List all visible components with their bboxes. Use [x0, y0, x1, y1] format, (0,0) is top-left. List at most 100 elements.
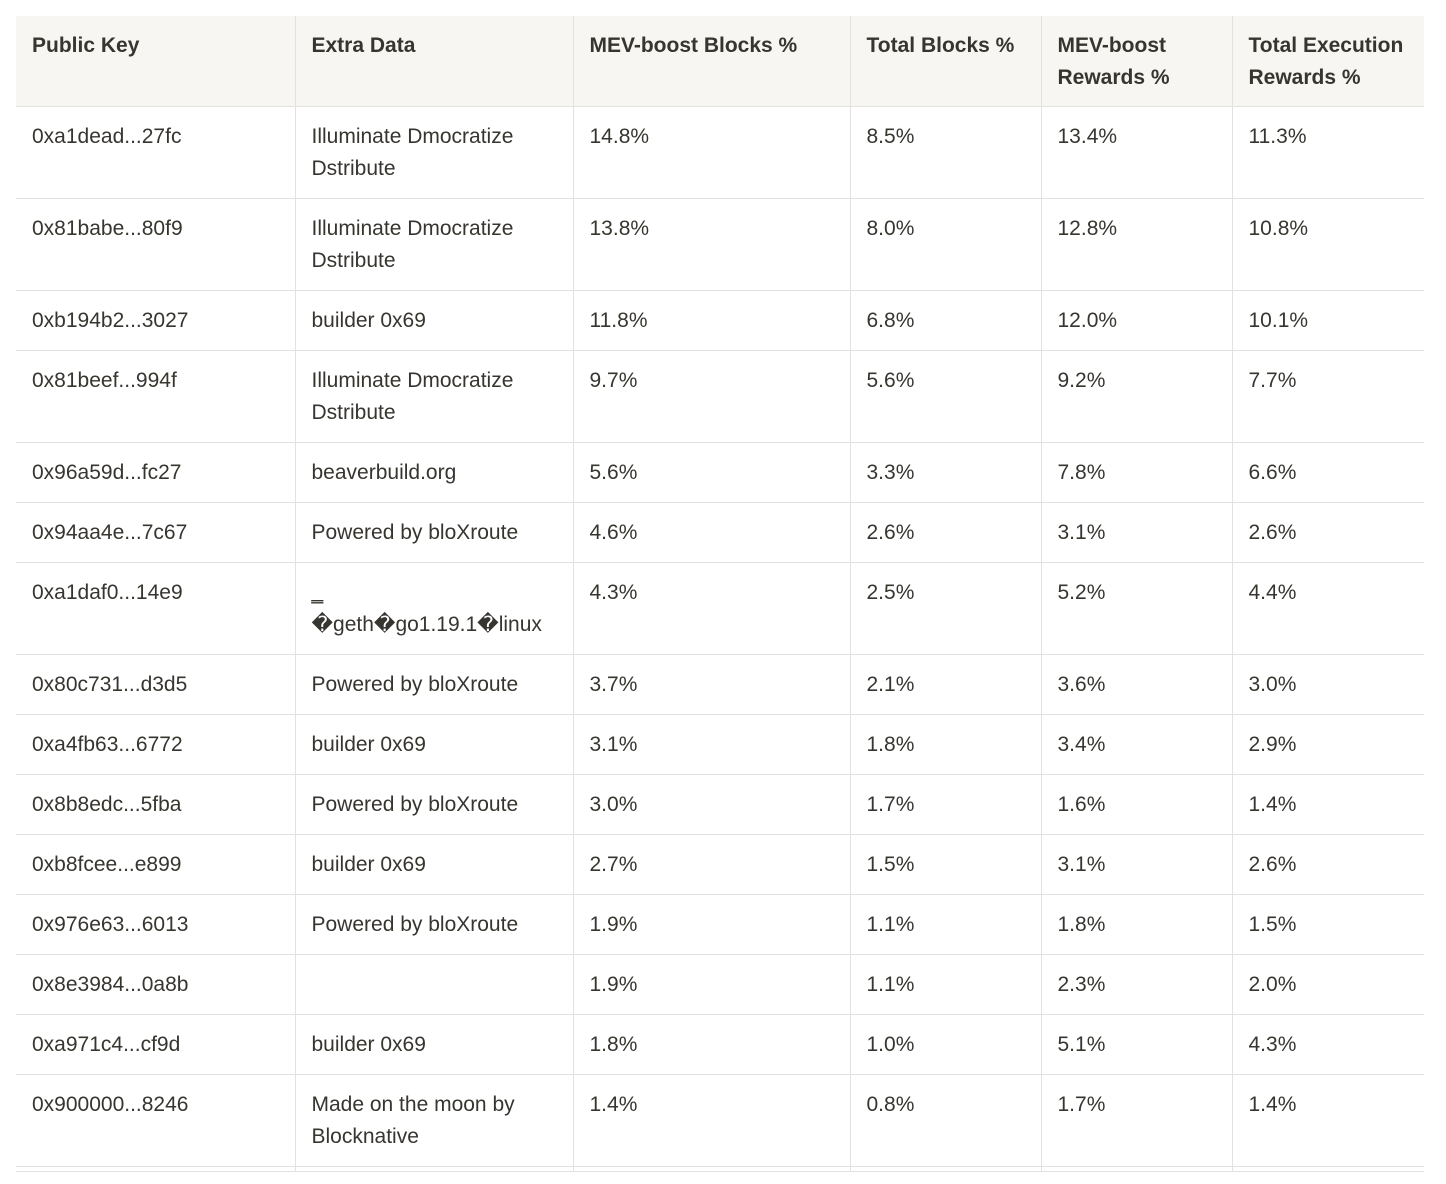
mev-boost-rewards-cell: 12.0% [1040, 290, 1233, 351]
extra-data-cell: Illuminate Dmocratize Dstribute [294, 106, 574, 199]
total-execution-rewards-cell [1231, 1166, 1424, 1172]
builder-stats-table: Public Key Extra Data MEV-boost Blocks %… [16, 16, 1424, 1172]
public-key-cell: 0x94aa4e...7c67 [16, 502, 296, 563]
mev-boost-blocks-cell: 1.4% [572, 1074, 851, 1167]
total-execution-rewards-cell: 3.0% [1231, 654, 1424, 715]
mev-boost-rewards-cell: 2.3% [1040, 954, 1233, 1015]
public-key-cell: 0xa971c4...cf9d [16, 1014, 296, 1075]
table-row: 0x81beef...994f Illuminate Dmocratize Dst… [16, 350, 1424, 443]
mev-boost-rewards-cell [1040, 1166, 1233, 1172]
mev-boost-rewards-cell: 3.6% [1040, 654, 1233, 715]
public-key-cell: 0x81beef...994f [16, 350, 296, 443]
mev-boost-rewards-cell: 3.4% [1040, 714, 1233, 775]
public-key-cell [16, 1166, 296, 1172]
total-execution-rewards-cell: 2.6% [1231, 502, 1424, 563]
total-blocks-cell: 2.1% [849, 654, 1042, 715]
column-header-mev-boost-rewards[interactable]: MEV-boost Rewards % [1040, 16, 1233, 107]
mev-boost-blocks-cell: 4.3% [572, 562, 851, 655]
extra-data-cell: Powered by bloXroute [294, 502, 574, 563]
total-execution-rewards-cell: 1.4% [1231, 1074, 1424, 1167]
table-row: 0x80c731...d3d5 Powered by bloXroute 3.7% 2… [16, 654, 1424, 715]
public-key-cell: 0x96a59d...fc27 [16, 442, 296, 503]
extra-data-cell: Made on the moon by Blocknative [294, 1074, 574, 1167]
total-blocks-cell: 3.3% [849, 442, 1042, 503]
table-row: 0x94aa4e...7c67 Powered by bloXroute 4.6% 2… [16, 502, 1424, 563]
mev-boost-blocks-cell: 2.7% [572, 834, 851, 895]
mev-boost-blocks-cell: 1.9% [572, 894, 851, 955]
extra-data-cell [294, 954, 574, 1015]
column-header-total-execution-rewards[interactable]: Total Execution Rewards % [1231, 16, 1424, 107]
total-blocks-cell: 1.1% [849, 954, 1042, 1015]
mev-boost-rewards-cell: 1.6% [1040, 774, 1233, 835]
mev-boost-rewards-cell: 1.7% [1040, 1074, 1233, 1167]
column-header-public-key[interactable]: Public Key [16, 16, 296, 107]
total-execution-rewards-cell: 1.5% [1231, 894, 1424, 955]
extra-data-cell: Powered by bloXroute [294, 894, 574, 955]
extra-data-cell: beaverbuild.org [294, 442, 574, 503]
total-blocks-cell: 2.5% [849, 562, 1042, 655]
total-blocks-cell [849, 1166, 1042, 1172]
extra-data-cell: ‗ �geth�go1.19.1�linux [294, 562, 574, 655]
public-key-cell: 0xb194b2...3027 [16, 290, 296, 351]
total-blocks-cell: 8.0% [849, 198, 1042, 291]
mev-boost-blocks-cell: 4.6% [572, 502, 851, 563]
extra-data-cell [294, 1166, 574, 1172]
table-row: 0xb8fcee...e899 builder 0x69 2.7% 1.5% 3.1% 2… [16, 834, 1424, 895]
data-table-container: Public Key Extra Data MEV-boost Blocks %… [16, 16, 1424, 1176]
total-blocks-cell: 0.8% [849, 1074, 1042, 1167]
total-execution-rewards-cell: 7.7% [1231, 350, 1424, 443]
public-key-cell: 0x8e3984...0a8b [16, 954, 296, 1015]
total-blocks-cell: 1.5% [849, 834, 1042, 895]
mev-boost-rewards-cell: 12.8% [1040, 198, 1233, 291]
table-body: 0xa1dead...27fc Illuminate Dmocratize Dst… [16, 106, 1424, 1172]
extra-data-cell: Illuminate Dmocratize Dstribute [294, 350, 574, 443]
total-execution-rewards-cell: 10.8% [1231, 198, 1424, 291]
mev-boost-blocks-cell: 1.8% [572, 1014, 851, 1075]
mev-boost-rewards-cell: 5.2% [1040, 562, 1233, 655]
public-key-cell: 0x900000...8246 [16, 1074, 296, 1167]
table-row: 0x8e3984...0a8b 1.9% 1.1% 2.3% 2.0% [16, 954, 1424, 1015]
table-row: 0x900000...8246 Made on the moon by Block… [16, 1074, 1424, 1167]
total-blocks-cell: 8.5% [849, 106, 1042, 199]
mev-boost-rewards-cell: 3.1% [1040, 834, 1233, 895]
extra-data-cell: builder 0x69 [294, 290, 574, 351]
mev-boost-blocks-cell: 1.9% [572, 954, 851, 1015]
public-key-cell: 0xb8fcee...e899 [16, 834, 296, 895]
public-key-cell: 0xa4fb63...6772 [16, 714, 296, 775]
total-blocks-cell: 1.0% [849, 1014, 1042, 1075]
total-blocks-cell: 1.8% [849, 714, 1042, 775]
column-header-extra-data[interactable]: Extra Data [294, 16, 574, 107]
column-header-total-blocks[interactable]: Total Blocks % [849, 16, 1042, 107]
public-key-cell: 0x80c731...d3d5 [16, 654, 296, 715]
public-key-cell: 0x81babe...80f9 [16, 198, 296, 291]
table-header: Public Key Extra Data MEV-boost Blocks %… [16, 16, 1424, 107]
mev-boost-blocks-cell: 13.8% [572, 198, 851, 291]
extra-data-cell: builder 0x69 [294, 834, 574, 895]
header-row: Public Key Extra Data MEV-boost Blocks %… [16, 16, 1424, 107]
mev-boost-rewards-cell: 5.1% [1040, 1014, 1233, 1075]
table-row: 0xb194b2...3027 builder 0x69 11.8% 6.8% 12.0… [16, 290, 1424, 351]
column-header-mev-boost-blocks[interactable]: MEV-boost Blocks % [572, 16, 851, 107]
total-execution-rewards-cell: 2.9% [1231, 714, 1424, 775]
table-row: 0x976e63...6013 Powered by bloXroute 1.9% 1… [16, 894, 1424, 955]
public-key-cell: 0xa1daf0...14e9 [16, 562, 296, 655]
table-row: 0x96a59d...fc27 beaverbuild.org 5.6% 3.3% 7.… [16, 442, 1424, 503]
total-execution-rewards-cell: 4.3% [1231, 1014, 1424, 1075]
table-row: 0xa971c4...cf9d builder 0x69 1.8% 1.0% 5.1% 4… [16, 1014, 1424, 1075]
table-row: 0xa1dead...27fc Illuminate Dmocratize Dst… [16, 106, 1424, 199]
mev-boost-blocks-cell: 3.7% [572, 654, 851, 715]
total-blocks-cell: 5.6% [849, 350, 1042, 443]
total-execution-rewards-cell: 4.4% [1231, 562, 1424, 655]
mev-boost-rewards-cell: 13.4% [1040, 106, 1233, 199]
mev-boost-blocks-cell [572, 1166, 851, 1172]
table-row [16, 1166, 1424, 1172]
mev-boost-blocks-cell: 9.7% [572, 350, 851, 443]
public-key-cell: 0x8b8edc...5fba [16, 774, 296, 835]
table-row: 0xa4fb63...6772 builder 0x69 3.1% 1.8% 3.4% 2… [16, 714, 1424, 775]
extra-data-cell: Powered by bloXroute [294, 774, 574, 835]
mev-boost-blocks-cell: 5.6% [572, 442, 851, 503]
total-blocks-cell: 2.6% [849, 502, 1042, 563]
table-row: 0xa1daf0...14e9 ‗ �geth�go1.19.1�linux 4.3… [16, 562, 1424, 655]
public-key-cell: 0xa1dead...27fc [16, 106, 296, 199]
table-row: 0x8b8edc...5fba Powered by bloXroute 3.0% 1… [16, 774, 1424, 835]
